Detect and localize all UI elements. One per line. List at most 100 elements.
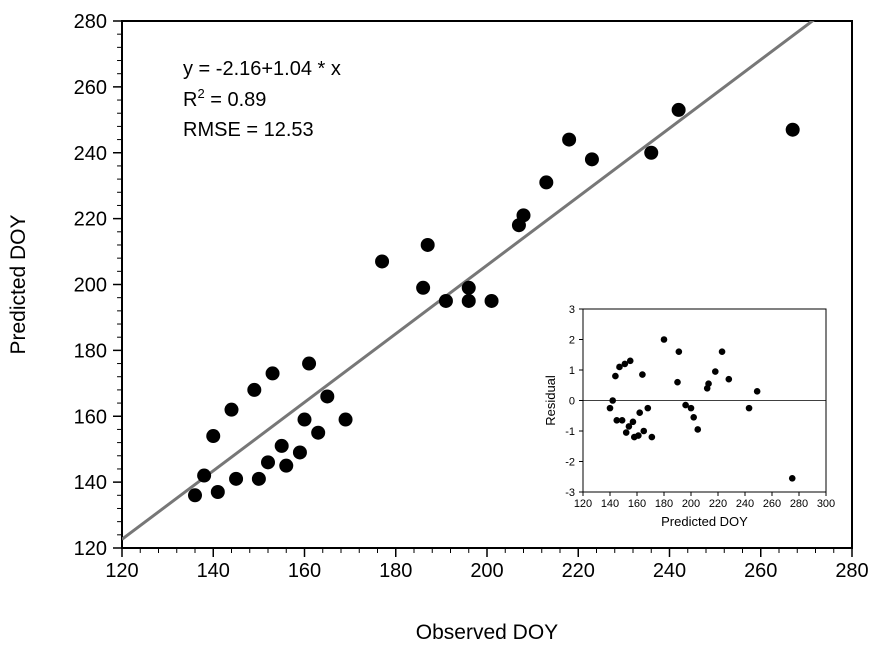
main-data-point <box>247 382 262 397</box>
inset-data-point <box>674 378 681 386</box>
main-data-point <box>375 254 390 269</box>
main-data-point <box>338 412 353 427</box>
inset-data-point <box>705 380 712 388</box>
main-y-tick-label: 140 <box>74 472 107 494</box>
main-y-tick-label: 120 <box>74 538 107 560</box>
inset-y-tick-label: 3 <box>569 304 575 316</box>
inset-data-point <box>616 363 623 371</box>
main-x-tick-label: 180 <box>379 560 412 582</box>
main-plot: 120 140 160 180 200 220 240 260 2801201401601802… <box>7 11 869 644</box>
main-y-tick-label: 280 <box>74 11 107 33</box>
main-data-point <box>584 152 599 167</box>
inset-data-point <box>694 426 702 433</box>
inset-data-point <box>788 474 796 482</box>
inset-data-point <box>753 388 761 395</box>
main-data-point <box>197 468 212 483</box>
main-data-point <box>644 145 659 160</box>
inset-x-tick-label: 180 <box>655 498 673 510</box>
inset-data-point <box>625 423 633 430</box>
main-data-point <box>539 175 554 190</box>
inset-data-point <box>725 375 733 383</box>
main-data-point <box>484 293 499 308</box>
inset-data-point <box>660 336 668 343</box>
fit-annotations: y = -2.16+1.04 * x R2 = 0.89 RMSE = 12.5… <box>183 58 341 141</box>
main-y-tick-label: 260 <box>74 77 107 99</box>
r-squared-superscript: 2 <box>197 86 204 101</box>
inset-x-tick-label: 260 <box>763 498 781 510</box>
inset-x-tick-label: 120 <box>574 498 592 510</box>
main-data-point <box>279 458 294 473</box>
inset-x-tick-label: 200 <box>682 498 700 510</box>
main-x-axis-title: Observed DOY <box>416 621 558 644</box>
inset-x-tick-label: 220 <box>709 498 727 510</box>
main-x-tick-label: 280 <box>835 560 868 582</box>
main-data-point <box>785 122 800 137</box>
inset-data-point <box>712 368 719 375</box>
main-plot-area <box>122 21 815 541</box>
inset-data-point <box>690 413 697 421</box>
main-data-point <box>261 455 275 470</box>
inset-x-axis-title: Predicted DOY <box>661 514 748 529</box>
inset-data-point <box>626 357 634 365</box>
inset-data-point <box>609 397 616 404</box>
main-data-point <box>265 366 280 381</box>
inset-y-tick-label: -1 <box>565 426 575 438</box>
residual-inset-plot: 120 140 160 180 200 220 240 260 280 300 -3 -2 -1 0 1 2 3… <box>543 304 835 529</box>
main-data-point <box>297 412 312 427</box>
main-data-point <box>516 208 531 223</box>
main-data-point <box>320 389 335 404</box>
inset-data-point <box>635 432 642 439</box>
main-data-point <box>274 438 289 453</box>
main-y-tick-label: 180 <box>74 340 107 362</box>
inset-data-point <box>687 404 695 412</box>
inset-data-point <box>682 401 689 409</box>
main-data-point <box>461 293 476 308</box>
main-data-point <box>671 102 686 117</box>
inset-data-point <box>622 429 630 436</box>
main-y-tick-label: 240 <box>74 143 107 165</box>
main-x-tick-label: 260 <box>744 560 777 582</box>
inset-data-point <box>613 417 621 424</box>
inset-x-tick-label: 160 <box>628 498 646 510</box>
main-x-tick-label: 220 <box>562 560 595 582</box>
r-squared-symbol: R <box>183 89 197 111</box>
inset-data-point <box>639 371 646 378</box>
inset-data-point <box>675 348 683 356</box>
main-data-point <box>229 471 244 486</box>
inset-y-tick-label: 1 <box>569 365 575 377</box>
main-x-tick-label: 140 <box>197 560 230 582</box>
main-data-point <box>224 402 239 417</box>
inset-data-point <box>618 417 626 424</box>
main-data-point <box>251 471 266 486</box>
equation-label: y = -2.16+1.04 * x <box>183 58 341 80</box>
main-data-point <box>302 356 317 371</box>
main-data-point <box>562 132 577 147</box>
inset-data-point <box>745 404 753 412</box>
main-data-point <box>311 425 326 440</box>
inset-y-tick-label: -2 <box>565 457 575 469</box>
r-squared-label: R2 = 0.89 <box>183 86 266 111</box>
inset-data-point <box>644 404 652 412</box>
inset-data-point <box>612 372 619 380</box>
main-data-point <box>188 488 202 503</box>
inset-y-tick-label: 0 <box>569 396 575 408</box>
regression-line <box>122 21 815 541</box>
main-data-point <box>210 485 225 500</box>
inset-x-tick-label: 240 <box>736 498 754 510</box>
main-y-tick-label: 160 <box>74 406 107 428</box>
rmse-label: RMSE = 12.53 <box>183 119 314 141</box>
main-x-tick-label: 240 <box>653 560 686 582</box>
main-data-point <box>461 280 476 295</box>
main-data-point <box>438 293 453 308</box>
inset-x-tick-label: 300 <box>817 498 835 510</box>
main-data-point <box>416 280 431 295</box>
inset-y-tick-label: 2 <box>569 335 575 347</box>
r-squared-value: = 0.89 <box>205 89 267 111</box>
inset-data-point <box>606 404 614 412</box>
inset-data-point <box>640 427 648 435</box>
inset-y-tick-label: -3 <box>565 487 575 499</box>
inset-x-tick-label: 140 <box>601 498 619 510</box>
main-y-axis-title: Predicted DOY <box>7 214 30 354</box>
inset-data-point <box>718 348 726 356</box>
